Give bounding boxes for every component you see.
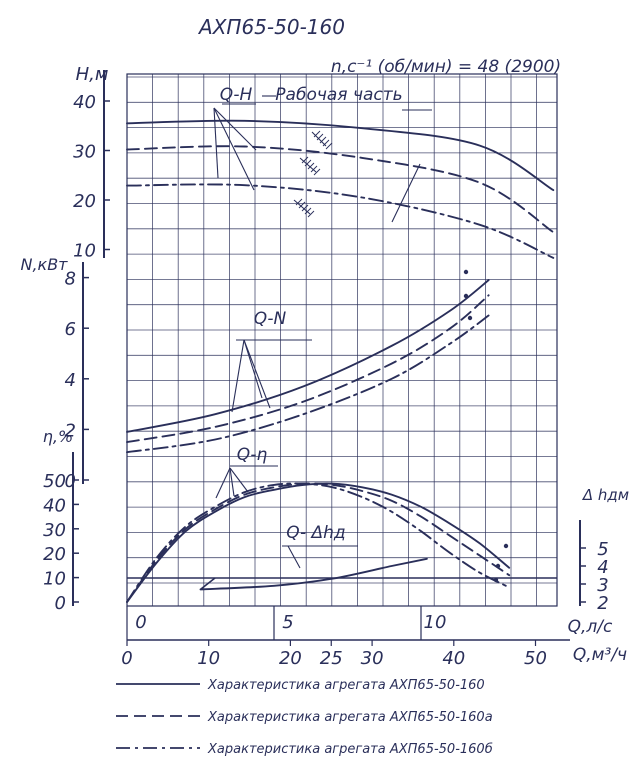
curve-h-solid: [126, 119, 555, 192]
annotation-work-zone: Рабочая часть: [275, 85, 402, 105]
y-axis-label-eta: η,%: [43, 427, 73, 446]
curve-end-dot: [463, 269, 469, 275]
work-zone-hatch: [322, 139, 330, 147]
work-zone-hatch: [313, 168, 321, 176]
leader-qeta: [229, 467, 235, 497]
annotation-qdh: Q- Δhд: [286, 523, 345, 543]
x-tick-label-m3h: 25: [320, 648, 343, 669]
x-tick-label-ls: 5: [282, 612, 293, 633]
curve-end-dot: [467, 315, 473, 321]
chart-title: АХП65-50-160: [197, 15, 345, 39]
x-axis-label-ls: Q,л/с: [568, 617, 613, 637]
y-tick-label-eta: 40: [43, 495, 66, 516]
work-zone-hatch: [310, 165, 318, 173]
work-zone-hatch: [301, 156, 309, 164]
leader-qn: [231, 339, 245, 413]
curves: [126, 119, 555, 603]
curve-n-dashed: [126, 294, 490, 444]
y-tick-label-eta: 0: [55, 593, 66, 614]
y-axis-label-n: N,кВт: [20, 255, 68, 274]
decor: [200, 95, 509, 591]
y-tick-label-n: 2: [65, 420, 76, 441]
curve-n-solid: [126, 279, 490, 433]
legend-label-dashed: Характеристика агрегата АХП65-50-160а: [207, 710, 493, 725]
curve-end-dot: [493, 577, 499, 583]
x-axis-label-m3h: Q,м³/ч: [573, 645, 627, 665]
work-zone-hatch: [319, 136, 327, 144]
x-tick-label-ls: 10: [424, 612, 447, 633]
y-tick-label-dh: 5: [597, 539, 608, 560]
y-tick-label-eta: 50: [43, 471, 66, 492]
y-tick-label-n: 6: [65, 319, 76, 340]
y-tick-label-h: 30: [73, 142, 96, 163]
legend-label-dashdot: Характеристика агрегата АХП65-50-160б: [207, 742, 493, 757]
annotation-qn: Q-N: [254, 309, 287, 329]
y-tick-label-h: 10: [73, 241, 96, 262]
x-tick-label-m3h: 30: [361, 648, 384, 669]
curve-dh-solid: [199, 557, 428, 591]
curve-eta-dashed: [126, 482, 511, 603]
leader-qn: [243, 339, 263, 399]
y-tick-label-dh: 3: [597, 575, 608, 596]
legend: Характеристика агрегата АХП65-50-160 Хара…: [116, 678, 493, 757]
y-tick-label-eta: 10: [43, 569, 66, 590]
work-zone-bound-left: [311, 131, 327, 147]
work-zone-hatch: [307, 162, 315, 170]
work-zone-bound-right: [391, 163, 421, 223]
work-zone-hatch: [298, 201, 306, 209]
x-tick-label-m3h: 20: [279, 648, 302, 669]
work-zone-hatch: [313, 130, 321, 138]
annotation-qeta: Q-η: [237, 445, 268, 465]
y-axis-label-dh: Δ hдм: [582, 486, 629, 504]
chart-subtitle: n,c⁻¹ (об/мин) = 48 (2900): [331, 57, 561, 77]
work-zone-hatch: [304, 207, 312, 215]
curve-end-dot: [503, 543, 509, 549]
y-tick-label-dh: 2: [597, 593, 608, 614]
leader-qh: [213, 107, 255, 191]
y-tick-label-eta: 30: [43, 520, 66, 541]
leader-qeta: [215, 467, 231, 499]
work-zone-hatch: [325, 142, 333, 150]
y-tick-label-h: 40: [73, 92, 96, 113]
curve-end-dot: [463, 293, 469, 299]
y-tick-label-eta: 20: [43, 544, 66, 565]
y-tick-label-n: 4: [65, 370, 76, 391]
work-zone-hatch: [295, 198, 303, 206]
curve-eta-dashdot: [126, 482, 511, 603]
work-zone-hatch: [307, 210, 315, 218]
work-zone-hatch: [301, 204, 309, 212]
curve-h-dashed: [126, 145, 555, 234]
work-zone-hatch: [316, 133, 324, 141]
qdh-start-segment: [200, 577, 216, 591]
annotation-qh: Q-H: [220, 85, 253, 105]
leader-qh: [213, 107, 257, 151]
y-axis-label-h: H,м: [76, 64, 109, 85]
y-tick-label-dh: 4: [597, 557, 608, 578]
y-tick-label-n: 8: [65, 269, 76, 290]
curve-n-dashdot: [126, 314, 490, 454]
leader-qeta: [229, 467, 249, 493]
legend-label-solid: Характеристика агрегата АХП65-50-160: [207, 678, 485, 693]
x-tick-label-ls: 0: [135, 612, 146, 633]
curve-h-dashdot: [126, 183, 555, 259]
x-tick-label-m3h: 10: [197, 648, 220, 669]
work-zone-hatch: [304, 159, 312, 167]
x-tick-label-m3h: 0: [121, 648, 132, 669]
plot-frame: [126, 73, 558, 607]
leader-qn: [243, 339, 271, 409]
y-tick-label-h: 20: [73, 191, 96, 212]
curve-end-dot: [495, 563, 501, 569]
x-tick-label-m3h: 40: [442, 648, 465, 669]
x-tick-label-m3h: 50: [524, 648, 547, 669]
leader-qh: [213, 107, 219, 179]
leader-qdh: [287, 545, 301, 569]
y-tick-label-n: 0: [65, 471, 76, 492]
